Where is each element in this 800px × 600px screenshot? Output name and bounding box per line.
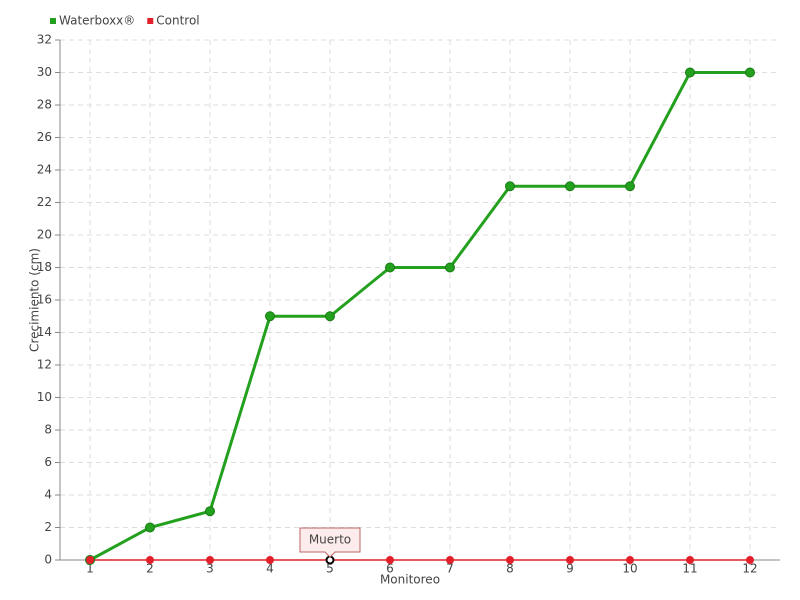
point (385, 262, 395, 273)
point (266, 556, 274, 564)
y-tick-label: 12 (37, 358, 52, 372)
point (686, 556, 694, 564)
y-tick-label: 0 (44, 553, 52, 567)
y-tick-label: 24 (37, 163, 52, 177)
y-tick-label: 4 (44, 488, 52, 502)
x-tick-label: 5 (326, 562, 334, 576)
x-tick-label: 8 (506, 562, 514, 576)
y-tick-label: 8 (44, 423, 52, 437)
y-tick-label: 6 (44, 455, 52, 469)
point (625, 181, 635, 192)
x-tick-label: 12 (742, 562, 757, 576)
x-tick-label: 2 (146, 562, 154, 576)
annotation: Muerto (299, 527, 361, 558)
x-axis-title: Monitoreo (380, 573, 440, 587)
y-axis-title: Crecimiento (cm) (28, 248, 42, 352)
point (566, 556, 574, 564)
x-tick-label: 4 (266, 562, 274, 576)
y-tick-label: 10 (37, 390, 52, 404)
x-tick-label: 1 (86, 562, 94, 576)
point (445, 262, 455, 273)
y-tick-label: 2 (44, 520, 52, 534)
x-tick-label: 3 (206, 562, 214, 576)
annotation-text: Muerto (309, 533, 351, 547)
y-tick-label: 20 (37, 228, 52, 242)
y-tick-label: 14 (37, 325, 52, 339)
point (86, 556, 94, 564)
legend-label: Waterboxx® (59, 14, 135, 28)
y-tick-label: 22 (37, 195, 52, 209)
point (205, 506, 215, 517)
y-tick-label: 26 (37, 130, 52, 144)
point (626, 556, 634, 564)
point (505, 181, 515, 192)
x-tick-label: 9 (566, 562, 574, 576)
y-tick-label: 30 (37, 65, 52, 79)
legend-label: Control (156, 14, 199, 28)
point (265, 311, 275, 322)
y-tick-label: 18 (37, 260, 52, 274)
point (685, 67, 695, 78)
point (506, 556, 514, 564)
y-tick-label: 16 (37, 293, 52, 307)
series-line (89, 71, 750, 562)
annotation-box (299, 527, 361, 558)
point (446, 556, 454, 564)
x-tick-label: 11 (682, 562, 697, 576)
point (386, 556, 394, 564)
point (746, 556, 754, 564)
point (565, 181, 575, 192)
legend-swatch (50, 18, 56, 24)
y-tick-label: 32 (37, 33, 52, 47)
legend-swatch (147, 18, 154, 24)
point (206, 556, 214, 564)
point (146, 556, 154, 564)
y-tick-label: 28 (37, 98, 52, 112)
x-tick-label: 6 (386, 562, 394, 576)
point (745, 67, 755, 78)
point (325, 311, 335, 322)
x-tick-label: 7 (446, 562, 454, 576)
point (145, 522, 155, 533)
x-tick-label: 10 (622, 562, 637, 576)
